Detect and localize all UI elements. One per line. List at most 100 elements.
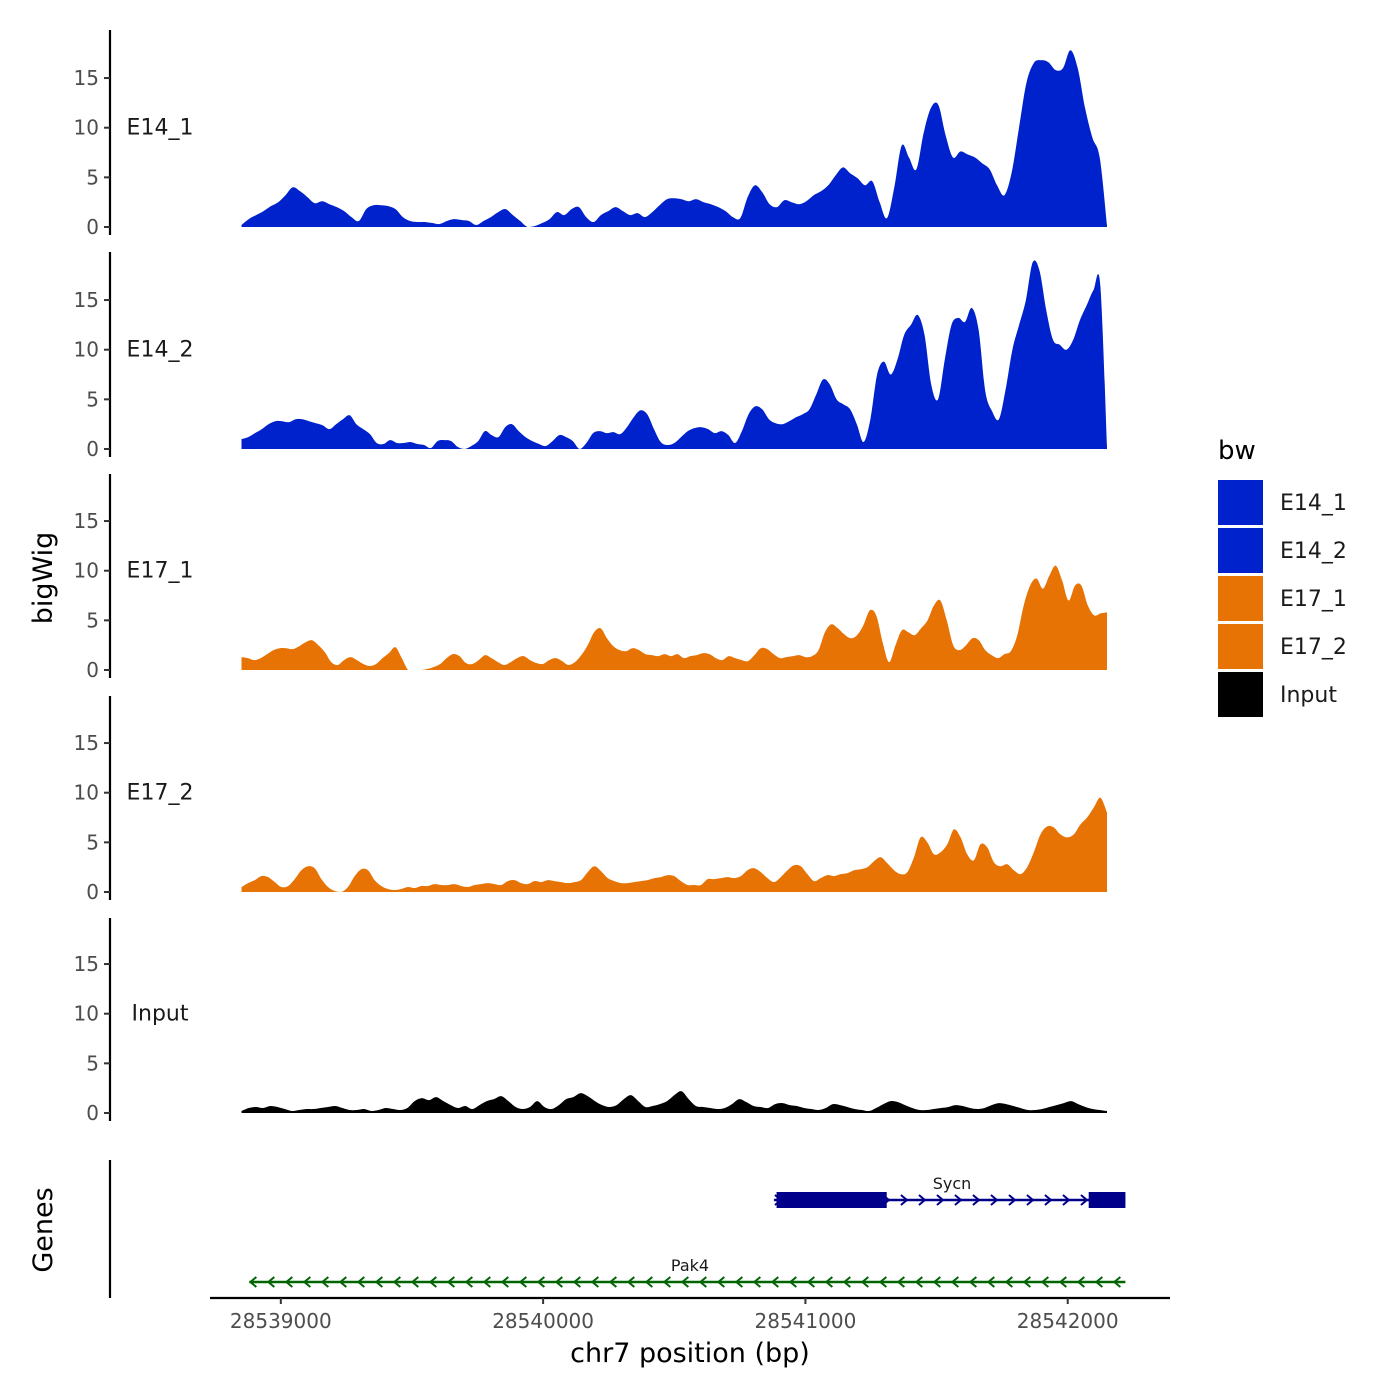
legend-label: E14_2 xyxy=(1280,539,1347,564)
y-tick-label: 10 xyxy=(74,338,99,362)
y-tick-label: 0 xyxy=(86,658,99,682)
legend-label: Input xyxy=(1280,683,1337,708)
y-tick-label: 5 xyxy=(86,608,99,632)
y-tick-label: 15 xyxy=(74,731,99,755)
legend-title: bw xyxy=(1218,436,1256,466)
track-e17-1: 0 5 10 15 E17_1 xyxy=(74,474,1107,682)
strand-arrow xyxy=(338,1276,347,1288)
strand-arrow xyxy=(572,1276,581,1288)
strand-arrow xyxy=(806,1276,815,1288)
track-e14-2: 0 5 10 15 E14_2 xyxy=(74,252,1107,461)
signal-area xyxy=(241,1091,1107,1113)
strand-arrow xyxy=(716,1276,725,1288)
strand-arrow xyxy=(1040,1276,1049,1288)
y-tick-label: 0 xyxy=(86,1101,99,1125)
strand-arrow xyxy=(788,1276,797,1288)
y-tick-label: 15 xyxy=(74,509,99,533)
track-input: 0 5 10 15 Input xyxy=(74,918,1107,1125)
gene-sycn: Sycn xyxy=(773,1174,1126,1208)
strand-arrow xyxy=(410,1276,419,1288)
strand-arrow xyxy=(950,1276,959,1288)
track-label: E17_1 xyxy=(127,559,194,584)
strand-arrow xyxy=(1094,1276,1103,1288)
strand-arrow xyxy=(356,1276,365,1288)
signal-area xyxy=(241,797,1107,892)
strand-arrow xyxy=(986,1276,995,1288)
y-tick-label: 5 xyxy=(86,830,99,854)
strand-arrow xyxy=(918,1194,927,1206)
strand-arrow xyxy=(248,1276,257,1288)
gene-label: Sycn xyxy=(933,1174,972,1193)
x-tick-label: 28540000 xyxy=(492,1309,594,1333)
y-tick-label: 10 xyxy=(74,559,99,583)
strand-arrow xyxy=(932,1276,941,1288)
legend-label: E17_2 xyxy=(1280,635,1347,660)
strand-arrow xyxy=(680,1276,689,1288)
strand-arrow xyxy=(608,1276,617,1288)
strand-arrow xyxy=(320,1276,329,1288)
y-axis-title-genes: Genes xyxy=(28,1187,59,1272)
y-tick-label: 10 xyxy=(74,116,99,140)
strand-arrow xyxy=(1008,1194,1017,1206)
y-tick-label: 5 xyxy=(86,165,99,189)
strand-arrow xyxy=(896,1276,905,1288)
strand-arrow xyxy=(518,1276,527,1288)
strand-arrow xyxy=(266,1276,275,1288)
strand-arrow xyxy=(968,1276,977,1288)
strand-arrow xyxy=(824,1276,833,1288)
strand-arrow xyxy=(1062,1194,1071,1206)
y-tick-label: 5 xyxy=(86,1051,99,1075)
bigwig-tracks: 0 5 10 15 E14_1 0 5 10 15 E14_2 0 5 10 15 E17_1 0 5 10 15 E… xyxy=(74,30,1107,1125)
legend-swatch xyxy=(1218,624,1263,669)
strand-arrow xyxy=(914,1276,923,1288)
strand-arrow xyxy=(770,1276,779,1288)
strand-arrow xyxy=(1004,1276,1013,1288)
strand-arrow xyxy=(374,1276,383,1288)
strand-arrow xyxy=(878,1276,887,1288)
strand-arrow xyxy=(1080,1194,1089,1206)
strand-arrow xyxy=(954,1194,963,1206)
strand-arrow xyxy=(936,1194,945,1206)
strand-arrow xyxy=(590,1276,599,1288)
track-e17-2: 0 5 10 15 E17_2 xyxy=(74,696,1107,904)
strand-arrow xyxy=(990,1194,999,1206)
strand-arrow xyxy=(1044,1194,1053,1206)
exon xyxy=(1088,1192,1126,1208)
strand-arrow xyxy=(644,1276,653,1288)
strand-arrow xyxy=(1076,1276,1085,1288)
signal-area xyxy=(241,565,1107,670)
strand-arrow xyxy=(500,1276,509,1288)
strand-arrow xyxy=(860,1276,869,1288)
track-label: E14_2 xyxy=(127,338,194,363)
strand-arrow xyxy=(464,1276,473,1288)
strand-arrow xyxy=(554,1276,563,1288)
x-tick-label: 28541000 xyxy=(755,1309,857,1333)
strand-arrow xyxy=(972,1194,981,1206)
legend: bw E14_1 E14_2 E17_1 E17_2 Input xyxy=(1218,436,1347,717)
x-tick-label: 28539000 xyxy=(230,1309,332,1333)
strand-arrow xyxy=(662,1276,671,1288)
strand-arrow xyxy=(1022,1276,1031,1288)
strand-arrow xyxy=(1112,1276,1121,1288)
signal-area xyxy=(241,260,1107,449)
strand-arrow xyxy=(698,1276,707,1288)
y-tick-label: 15 xyxy=(74,952,99,976)
x-axis-title: chr7 position (bp) xyxy=(570,1338,810,1369)
track-label: Input xyxy=(132,1002,189,1027)
x-tick-label: 28542000 xyxy=(1017,1309,1119,1333)
x-axis: 28539000 28540000 28541000 28542000 xyxy=(210,1296,1170,1333)
legend-swatch xyxy=(1218,576,1263,621)
y-tick-label: 10 xyxy=(74,1002,99,1026)
strand-arrow xyxy=(900,1194,909,1206)
y-axis-title-bigwig: bigWig xyxy=(28,532,59,625)
legend-swatch xyxy=(1218,672,1263,717)
strand-arrow xyxy=(734,1276,743,1288)
exon xyxy=(776,1192,887,1208)
strand-arrow xyxy=(482,1276,491,1288)
signal-area xyxy=(241,50,1107,228)
legend-swatch xyxy=(1218,480,1263,525)
legend-swatch xyxy=(1218,528,1263,573)
track-label: E17_2 xyxy=(127,781,194,806)
strand-arrow xyxy=(392,1276,401,1288)
